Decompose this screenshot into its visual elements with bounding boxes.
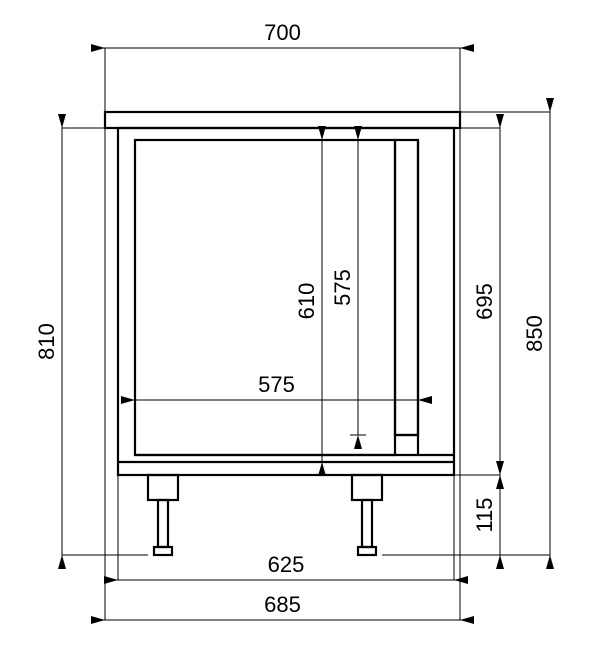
svg-text:610: 610 bbox=[294, 283, 319, 320]
svg-text:810: 810 bbox=[34, 323, 59, 360]
svg-text:685: 685 bbox=[264, 592, 301, 617]
svg-text:850: 850 bbox=[522, 315, 547, 352]
svg-text:625: 625 bbox=[268, 552, 305, 577]
technical-drawing: 700 625 685 575 810 610 575 695 850 115 bbox=[0, 0, 599, 651]
svg-text:695: 695 bbox=[472, 283, 497, 320]
svg-text:700: 700 bbox=[264, 20, 301, 45]
svg-text:115: 115 bbox=[472, 497, 497, 532]
svg-text:575: 575 bbox=[258, 372, 295, 397]
svg-text:575: 575 bbox=[330, 269, 355, 306]
